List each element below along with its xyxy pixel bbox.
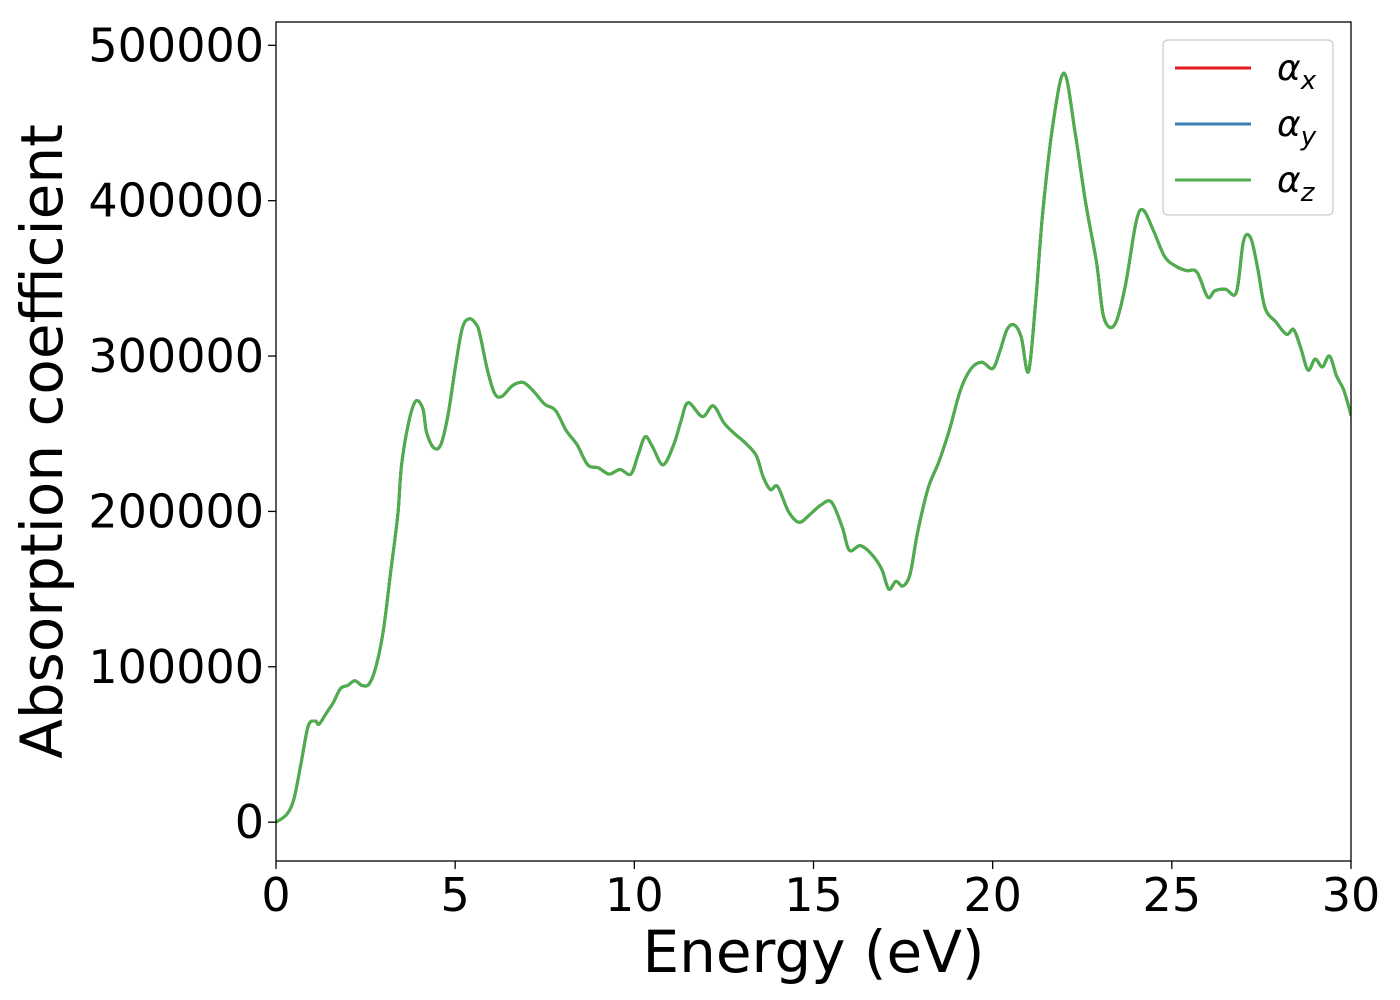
- x-tick-label: 25: [1143, 868, 1202, 922]
- x-axis-ticks: 0 5 10 15 20 25 30: [261, 861, 1380, 922]
- x-axis-label: Energy (eV): [642, 918, 984, 986]
- y-tick-label: 300000: [88, 329, 264, 383]
- y-axis-ticks: 0 100000 200000 300000 400000 500000: [88, 18, 276, 849]
- x-tick-label: 5: [441, 868, 470, 922]
- x-tick-label: 30: [1322, 868, 1381, 922]
- x-tick-label: 20: [963, 868, 1022, 922]
- x-tick-label: 10: [605, 868, 664, 922]
- y-tick-label: 400000: [88, 174, 264, 228]
- y-axis-label: Absorption coefficient: [8, 124, 76, 759]
- legend: αx αy αz: [1162, 39, 1334, 216]
- legend-label-z: αz: [1277, 160, 1316, 208]
- y-tick-label: 500000: [88, 18, 264, 72]
- y-tick-label: 0: [235, 795, 264, 849]
- series-line-z: [276, 71, 1351, 824]
- x-tick-label: 15: [784, 868, 843, 922]
- y-tick-label: 200000: [88, 484, 264, 538]
- y-tick-label: 100000: [88, 640, 264, 694]
- series-lines: [276, 71, 1351, 824]
- legend-box: [1162, 39, 1334, 216]
- x-tick-label: 0: [261, 868, 290, 922]
- legend-label-x: αx: [1277, 48, 1317, 96]
- legend-label-y: αy: [1277, 104, 1317, 152]
